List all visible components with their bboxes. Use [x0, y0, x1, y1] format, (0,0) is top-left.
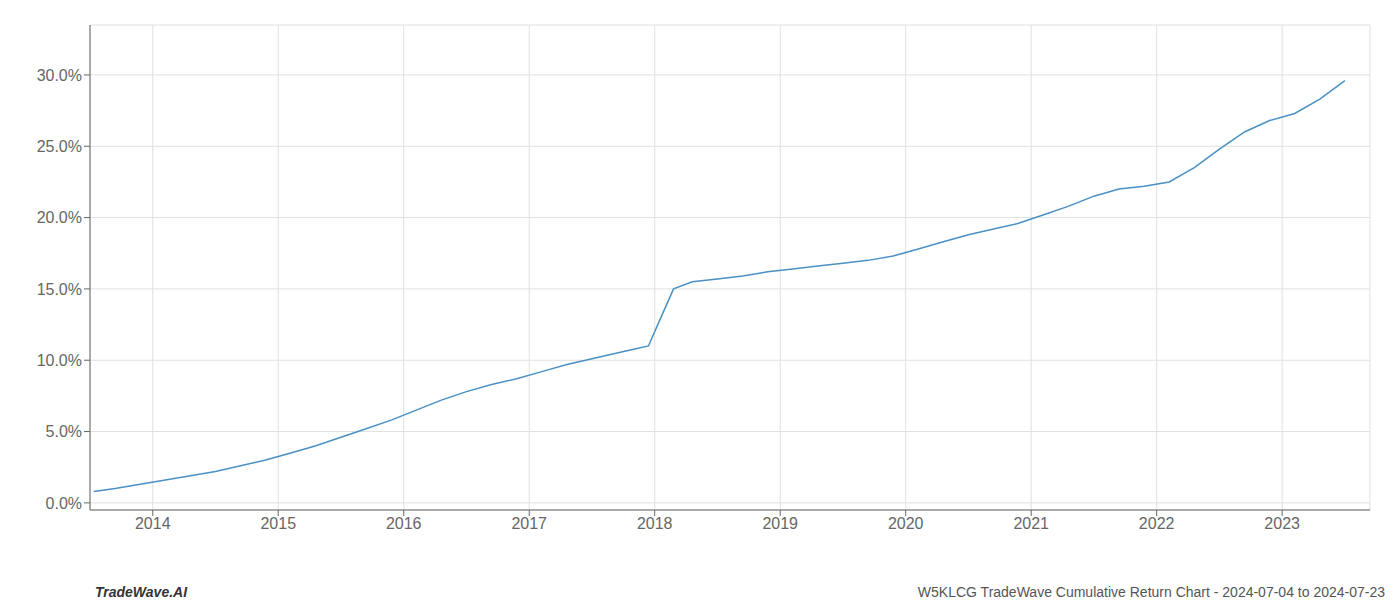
svg-text:2018: 2018 [637, 515, 673, 532]
svg-text:2019: 2019 [762, 515, 798, 532]
svg-text:2015: 2015 [260, 515, 296, 532]
html-text:TradeWave.AI: TradeWave.AI [95, 584, 188, 600]
svg-text:2017: 2017 [511, 515, 547, 532]
svg-text:2020: 2020 [888, 515, 924, 532]
svg-text:2021: 2021 [1013, 515, 1049, 532]
svg-text:20.0%: 20.0% [37, 209, 82, 226]
svg-text:10.0%: 10.0% [37, 352, 82, 369]
svg-text:2022: 2022 [1139, 515, 1175, 532]
svg-text:2023: 2023 [1264, 515, 1300, 532]
svg-text:25.0%: 25.0% [37, 138, 82, 155]
svg-text:15.0%: 15.0% [37, 281, 82, 298]
svg-text:2014: 2014 [135, 515, 171, 532]
svg-text:30.0%: 30.0% [37, 67, 82, 84]
html-text:W5KLCG TradeWave Cumulative Re: W5KLCG TradeWave Cumulative Return Chart… [917, 584, 1385, 600]
svg-text:2016: 2016 [386, 515, 422, 532]
svg-text:0.0%: 0.0% [46, 495, 82, 512]
svg-text:5.0%: 5.0% [46, 423, 82, 440]
